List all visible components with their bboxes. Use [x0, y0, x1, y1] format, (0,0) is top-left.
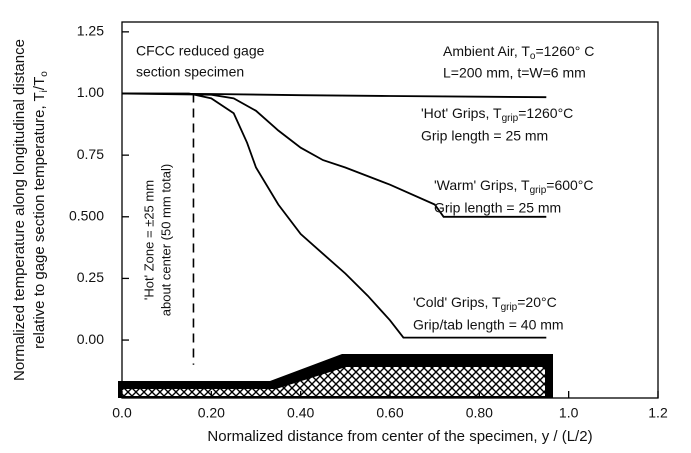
series-note: Grip length = 25 mm [434, 200, 561, 216]
series-note: Grip/tab length = 40 mm [413, 317, 564, 333]
x-tick-label: 0.0 [112, 405, 132, 421]
annotation-text: =1260° C [535, 43, 594, 59]
annotation: Ambient Air, To=1260° C [443, 43, 594, 62]
annotation: about center (50 mm total) [158, 164, 173, 316]
series-name: 'Warm' Grips, T [434, 177, 530, 193]
x-axis-label: Normalized distance from center of the s… [207, 428, 592, 445]
x-tick-label: 0.20 [198, 405, 225, 421]
series-name-sub: grip [530, 185, 547, 196]
x-tick-label: 1.0 [559, 405, 579, 421]
series-name-sub: grip [501, 302, 518, 313]
series-note: Grip length = 25 mm [421, 128, 548, 144]
y-tick-label: 0.25 [77, 269, 104, 285]
y-tick-label: 0.00 [77, 331, 104, 347]
y-label-sub: o [39, 71, 50, 77]
series-name-end: =1260°C [518, 105, 573, 121]
annotation: section specimen [136, 64, 244, 80]
x-tick-label: 0.40 [287, 405, 314, 421]
hot-zone-note: 'Hot' Zone = ±25 mm about center (50 mm … [141, 164, 173, 316]
annotation: 'Hot' Zone = ±25 mm [141, 180, 156, 300]
y-label-text: relative to gage section temperature, T [31, 92, 48, 349]
annotation: CFCC reduced gage [136, 43, 265, 59]
series-label: 'Warm' Grips, Tgrip=600°C [434, 177, 594, 196]
series-label: 'Hot' Grips, Tgrip=1260°C [421, 105, 573, 124]
series-label: 'Cold' Grips, Tgrip=20°C [413, 294, 557, 313]
y-tick-label: 1.25 [77, 23, 104, 39]
y-label-text: /T [31, 77, 48, 90]
chart: Normalized distance from center of the s… [0, 0, 691, 453]
series-name-sub: grip [502, 113, 519, 124]
y-label-line: relative to gage section temperature, Ti… [31, 71, 50, 349]
annotation-text: Ambient Air, T [443, 43, 530, 59]
annotation: L=200 mm, t=W=6 mm [443, 65, 586, 81]
y-axis-label: Normalized temperature along longitudina… [11, 39, 50, 381]
series-name: 'Cold' Grips, T [413, 294, 501, 310]
y-tick-label: 0.500 [69, 207, 104, 223]
x-tick-label: 0.60 [376, 405, 403, 421]
y-tick-label: 0.75 [77, 146, 104, 162]
y-label-line: Normalized temperature along longitudina… [11, 39, 28, 381]
specimen-drawing [118, 354, 553, 398]
x-tick-label: 0.80 [466, 405, 493, 421]
x-tick-label: 1.2 [648, 405, 668, 421]
series-name-end: =20°C [517, 294, 556, 310]
series-name: 'Hot' Grips, T [421, 105, 502, 121]
series-name-end: =600°C [546, 177, 593, 193]
y-tick-label: 1.00 [77, 84, 104, 100]
